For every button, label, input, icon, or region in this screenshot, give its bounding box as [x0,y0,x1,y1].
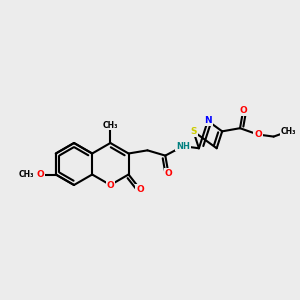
Text: O: O [106,181,114,190]
Text: O: O [36,170,44,179]
Text: CH₃: CH₃ [280,127,296,136]
Text: S: S [190,127,197,136]
Text: O: O [239,106,247,115]
Text: N: N [204,116,212,125]
Text: CH₃: CH₃ [103,121,118,130]
Text: CH₃: CH₃ [19,170,34,179]
Text: O: O [136,185,144,194]
Text: NH: NH [176,142,190,151]
Text: O: O [254,130,262,139]
Text: O: O [165,169,172,178]
